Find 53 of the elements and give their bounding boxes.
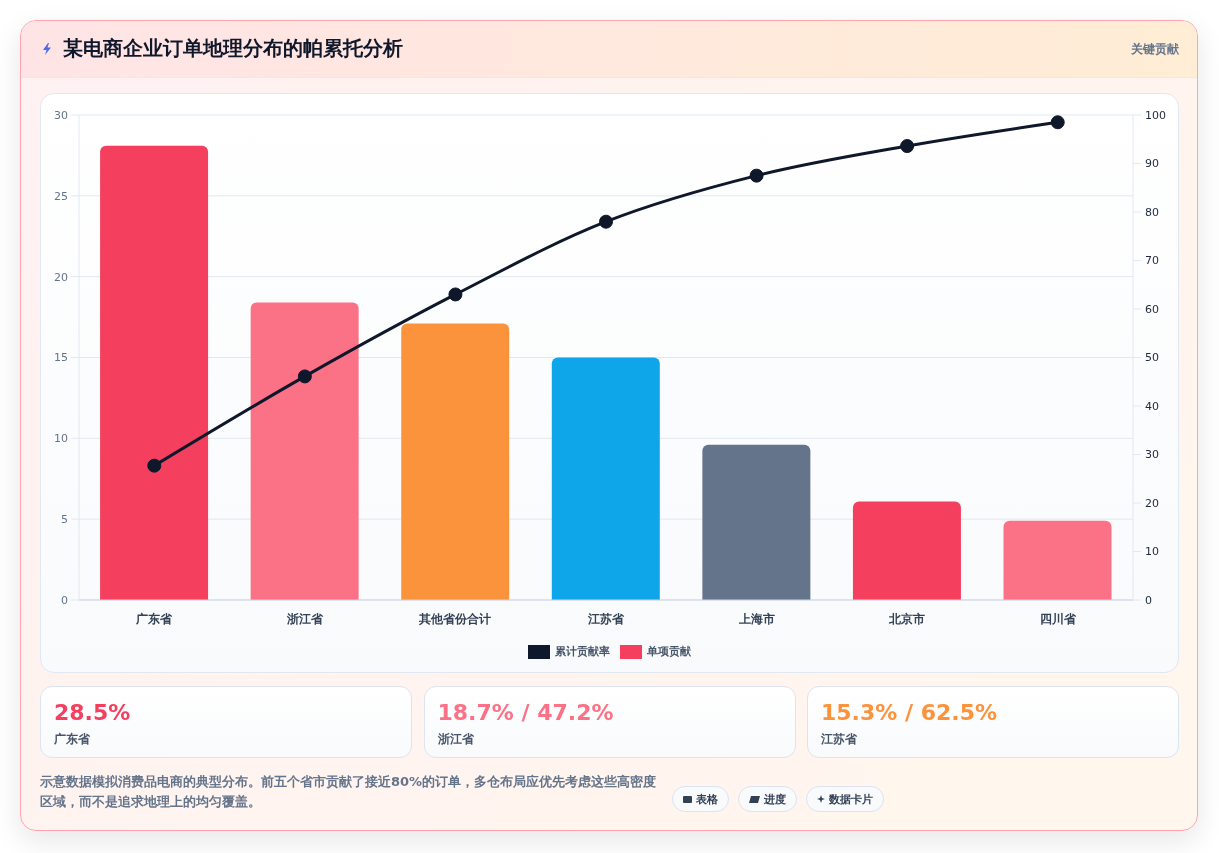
point (448, 287, 463, 302)
text: 关键贡献 (1131, 41, 1179, 57)
bar (100, 145, 209, 600)
bar (702, 444, 811, 600)
y-tick-label: 20 (54, 270, 68, 284)
y2-tick-label: 60 (1145, 302, 1159, 316)
bar (852, 501, 961, 600)
y-tick-label: 10 (54, 432, 68, 446)
bar (250, 302, 359, 600)
bar (401, 323, 510, 600)
y2-tick-label: 10 (1145, 545, 1159, 559)
x-tick-label: 上海市 (737, 611, 775, 626)
text: 广东省 (54, 731, 90, 747)
point (900, 139, 915, 154)
text: 浙江省 (437, 731, 474, 747)
point (297, 369, 312, 384)
text: 15.3% / 62.5% (821, 699, 997, 727)
point (749, 168, 764, 183)
point (147, 458, 162, 473)
legend-label: 单项贡献 (647, 644, 691, 659)
legend-label: 累计贡献率 (555, 644, 610, 659)
y-tick-label: 5 (61, 513, 68, 527)
bar (1003, 520, 1112, 600)
x-tick-label: 江苏省 (587, 611, 625, 626)
text: 28.5% (54, 699, 131, 727)
y-tick-label: 15 (54, 351, 68, 365)
y2-tick-label: 50 (1145, 351, 1159, 365)
point (1050, 115, 1065, 130)
x-tick-label: 北京市 (888, 611, 926, 626)
y-tick-label: 30 (54, 108, 68, 122)
y-tick-label: 0 (61, 593, 68, 607)
text: 数据卡片 (829, 791, 873, 807)
y2-tick-label: 80 (1145, 205, 1159, 219)
y2-tick-label: 90 (1145, 157, 1159, 171)
text: 示意数据模拟消费品电商的典型分布。前五个省市贡献了接近80%的订单，多仓布局应优先考虑这些高密度区域，而不是追求地理上的均匀覆盖。 (40, 773, 658, 811)
bar (551, 357, 660, 600)
point (599, 214, 613, 229)
y2-tick-label: 20 (1145, 496, 1159, 510)
y2-tick-label: 40 (1145, 399, 1159, 413)
y2-tick-label: 70 (1145, 254, 1159, 268)
x-tick-label: 浙江省 (285, 611, 324, 626)
y2-tick-label: 0 (1145, 593, 1152, 607)
text: 江苏省 (821, 731, 857, 747)
y2-tick-label: 100 (1145, 108, 1166, 122)
y2-tick-label: 30 (1145, 448, 1159, 462)
chart-title: 某电商企业订单地理分布的帕累托分析 (63, 35, 403, 61)
text: 表格 (696, 791, 718, 807)
x-tick-label: 其他省份合计 (418, 611, 492, 626)
x-tick-label: 广东省 (135, 611, 174, 626)
x-tick-label: 四川省 (1039, 611, 1077, 626)
text: 进度 (764, 791, 786, 807)
text: 18.7% / 47.2% (437, 699, 614, 727)
y-tick-label: 25 (54, 189, 68, 203)
